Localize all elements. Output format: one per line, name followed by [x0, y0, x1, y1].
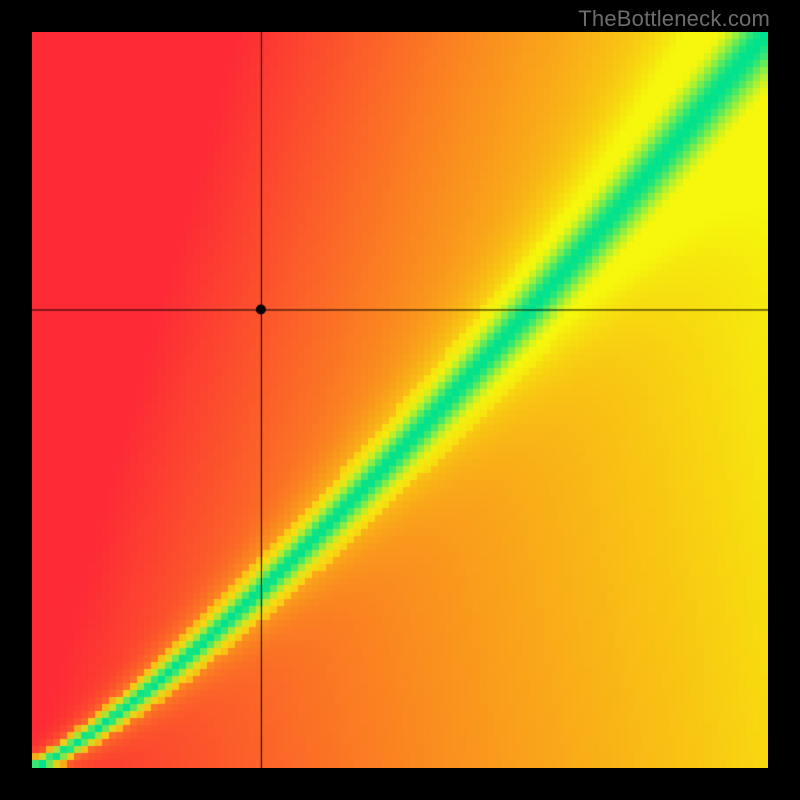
watermark-text: TheBottleneck.com	[578, 6, 770, 32]
heatmap-plot	[32, 32, 768, 768]
heatmap-canvas	[32, 32, 768, 768]
chart-frame: TheBottleneck.com	[0, 0, 800, 800]
